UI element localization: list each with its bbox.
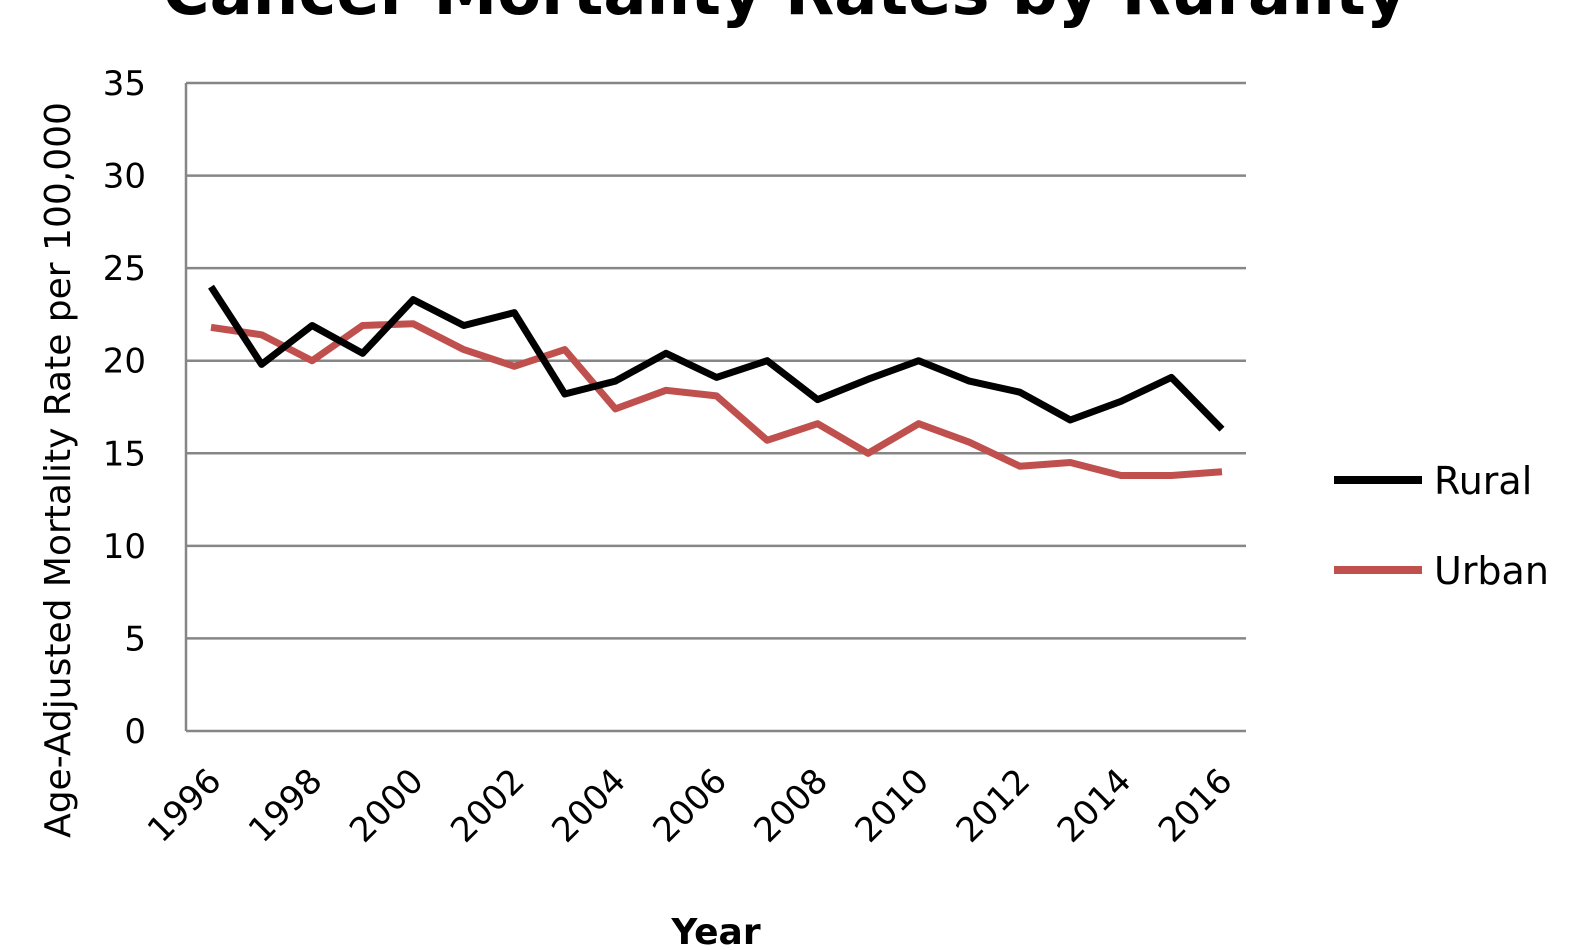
gridlines <box>186 81 1246 640</box>
series-lines <box>208 284 1225 479</box>
y-tick-label-5: 5 <box>124 619 146 659</box>
series-line-urban <box>210 320 1223 479</box>
x-tick-label-2016: 2016 <box>1151 761 1240 850</box>
x-tick-label-2008: 2008 <box>746 761 835 850</box>
series-line-rural <box>208 284 1225 432</box>
x-tick-label-1996: 1996 <box>140 761 229 850</box>
x-tick-label-2004: 2004 <box>544 761 633 850</box>
y-tick-label-15: 15 <box>103 434 146 474</box>
legend: Rural Urban <box>1334 459 1549 593</box>
y-tick-label-0: 0 <box>124 712 146 752</box>
x-tick-label-2010: 2010 <box>848 761 937 850</box>
x-tick-labels: 1996 1998 2000 2002 2004 2006 2008 2010 2012 2014… <box>140 761 1240 850</box>
y-tick-labels: 0 5 10 15 20 25 30 35 <box>103 64 146 752</box>
x-tick-label-2014: 2014 <box>1050 761 1139 850</box>
y-tick-label-20: 20 <box>103 342 146 382</box>
y-tick-label-30: 30 <box>103 157 146 197</box>
y-tick-label-10: 10 <box>103 527 146 567</box>
x-tick-label-2000: 2000 <box>342 761 431 850</box>
legend-label-urban: Urban <box>1434 549 1549 593</box>
y-tick-label-25: 25 <box>103 249 146 289</box>
chart-title: Cancer Mortality Rates by Rurality <box>163 0 1408 30</box>
legend-label-rural: Rural <box>1434 459 1532 503</box>
y-axis-title: Age-Adjusted Mortality Rate per 100,000 <box>38 102 79 838</box>
x-axis-title: Year <box>670 912 760 950</box>
x-tick-label-2002: 2002 <box>443 761 532 850</box>
x-tick-label-2006: 2006 <box>645 761 734 850</box>
y-tick-label-35: 35 <box>103 64 146 104</box>
x-tick-label-1998: 1998 <box>241 761 330 850</box>
x-tick-label-2012: 2012 <box>949 761 1038 850</box>
